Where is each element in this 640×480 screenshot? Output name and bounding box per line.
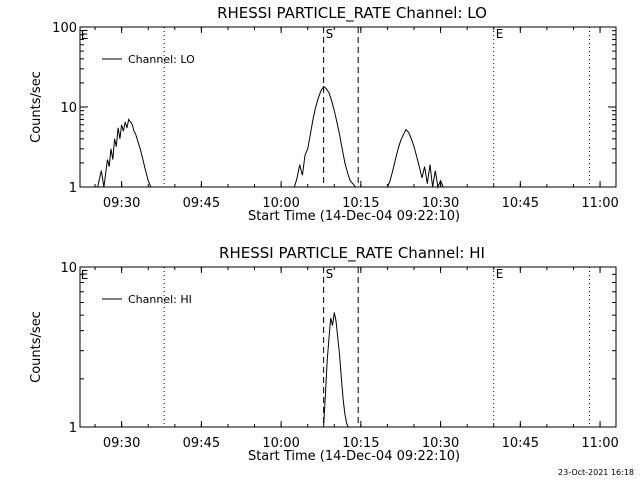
marker-label: E	[81, 28, 89, 42]
y-tick-label: 1	[69, 181, 77, 196]
x-axis-label: Start Time (14-Dec-04 09:22:10)	[248, 449, 460, 464]
x-tick-label: 09:45	[183, 436, 220, 451]
chart-title: RHESSI PARTICLE_RATE Channel: LO	[217, 4, 487, 23]
x-tick-label: 09:30	[103, 436, 140, 451]
x-tick-label: 10:00	[262, 196, 299, 211]
x-tick-label: 10:30	[422, 196, 459, 211]
x-tick-label: 11:00	[581, 436, 618, 451]
plot-frame	[79, 26, 617, 188]
x-tick-label: 09:30	[103, 196, 140, 211]
x-tick-label: 10:45	[502, 196, 539, 211]
plot-frame	[79, 266, 617, 428]
y-tick-label: 10	[60, 101, 77, 116]
x-axis-label: Start Time (14-Dec-04 09:22:10)	[248, 209, 460, 224]
chart-title: RHESSI PARTICLE_RATE Channel: HI	[219, 244, 485, 263]
marker-label: S	[326, 27, 334, 41]
series-line	[97, 85, 444, 189]
series-line	[323, 312, 349, 428]
marker-label: E	[81, 268, 89, 282]
legend-label: Channel: LO	[128, 53, 195, 66]
y-tick-label: 100	[52, 21, 77, 36]
y-tick-label: 1	[69, 421, 77, 436]
x-tick-label: 10:30	[422, 436, 459, 451]
x-tick-label: 10:15	[342, 436, 379, 451]
y-tick-label: 10	[60, 261, 77, 276]
x-tick-label: 10:45	[502, 436, 539, 451]
x-tick-label: 09:45	[183, 196, 220, 211]
rhessi-particle-rate-figure: RHESSI PARTICLE_RATE Channel: LO 09:30 09:…	[29, 4, 619, 464]
legend-label: Channel: HI	[128, 293, 192, 306]
footer-timestamp: 23-Oct-2021 16:18	[558, 468, 634, 477]
marker-label: E	[496, 27, 504, 41]
x-tick-label: 11:00	[581, 196, 618, 211]
y-axis-label: Counts/sec	[29, 311, 44, 383]
x-tick-label: 10:00	[262, 436, 299, 451]
marker-label: S	[326, 267, 334, 281]
marker-label: E	[496, 267, 504, 281]
y-axis-label: Counts/sec	[29, 71, 44, 143]
x-tick-label: 10:15	[342, 196, 379, 211]
